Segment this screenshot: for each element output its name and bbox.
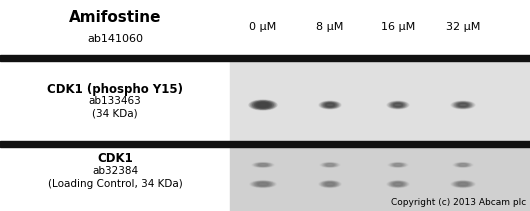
Text: ab141060: ab141060 bbox=[87, 34, 143, 43]
Ellipse shape bbox=[256, 182, 270, 186]
Ellipse shape bbox=[392, 103, 404, 107]
Ellipse shape bbox=[389, 163, 407, 167]
Ellipse shape bbox=[390, 181, 407, 187]
Ellipse shape bbox=[324, 182, 335, 186]
Text: (Loading Control, 34 KDa): (Loading Control, 34 KDa) bbox=[48, 179, 182, 189]
Ellipse shape bbox=[326, 164, 334, 166]
Ellipse shape bbox=[391, 182, 405, 186]
Ellipse shape bbox=[453, 181, 474, 187]
Ellipse shape bbox=[388, 181, 408, 187]
Ellipse shape bbox=[458, 183, 468, 185]
Ellipse shape bbox=[252, 181, 275, 187]
Ellipse shape bbox=[454, 181, 472, 187]
Ellipse shape bbox=[325, 164, 335, 166]
Text: 0 μM: 0 μM bbox=[250, 23, 277, 32]
Ellipse shape bbox=[322, 163, 338, 167]
Bar bbox=[230, 147, 530, 211]
Ellipse shape bbox=[451, 181, 475, 188]
Bar bbox=[0, 141, 530, 147]
Ellipse shape bbox=[320, 101, 340, 108]
Ellipse shape bbox=[322, 102, 338, 108]
Ellipse shape bbox=[457, 163, 470, 166]
Bar bbox=[0, 55, 530, 61]
Ellipse shape bbox=[454, 102, 472, 108]
Ellipse shape bbox=[453, 101, 474, 108]
Ellipse shape bbox=[455, 182, 471, 186]
Text: CDK1 (phospho Y15): CDK1 (phospho Y15) bbox=[47, 83, 183, 96]
Ellipse shape bbox=[457, 182, 469, 186]
Bar bbox=[230, 61, 530, 141]
Text: ab133463: ab133463 bbox=[89, 96, 142, 106]
Ellipse shape bbox=[390, 102, 407, 108]
Ellipse shape bbox=[387, 101, 409, 109]
Ellipse shape bbox=[391, 102, 405, 108]
Ellipse shape bbox=[387, 181, 409, 188]
Ellipse shape bbox=[388, 101, 408, 108]
Ellipse shape bbox=[319, 101, 341, 109]
Text: Copyright (c) 2013 Abcam plc: Copyright (c) 2013 Abcam plc bbox=[391, 198, 526, 207]
Ellipse shape bbox=[257, 164, 269, 166]
Ellipse shape bbox=[255, 182, 271, 186]
Text: ab32384: ab32384 bbox=[92, 166, 138, 176]
Text: 32 μM: 32 μM bbox=[446, 23, 480, 32]
Ellipse shape bbox=[458, 164, 468, 166]
Ellipse shape bbox=[323, 102, 337, 108]
Ellipse shape bbox=[322, 181, 338, 187]
Ellipse shape bbox=[391, 163, 405, 167]
Ellipse shape bbox=[457, 103, 469, 107]
Ellipse shape bbox=[451, 101, 475, 109]
Ellipse shape bbox=[324, 163, 337, 166]
Ellipse shape bbox=[319, 181, 341, 188]
Text: CDK1: CDK1 bbox=[97, 153, 133, 165]
Ellipse shape bbox=[258, 183, 268, 185]
Ellipse shape bbox=[254, 102, 272, 108]
Ellipse shape bbox=[253, 163, 272, 167]
Ellipse shape bbox=[254, 163, 271, 167]
Ellipse shape bbox=[455, 163, 471, 167]
Ellipse shape bbox=[252, 101, 273, 109]
Ellipse shape bbox=[392, 182, 404, 186]
Ellipse shape bbox=[258, 103, 269, 107]
Text: Amifostine: Amifostine bbox=[69, 10, 161, 25]
Ellipse shape bbox=[458, 103, 468, 107]
Text: 8 μM: 8 μM bbox=[316, 23, 343, 32]
Ellipse shape bbox=[325, 183, 334, 185]
Ellipse shape bbox=[455, 102, 471, 108]
Ellipse shape bbox=[255, 102, 270, 108]
Ellipse shape bbox=[394, 183, 402, 185]
Ellipse shape bbox=[454, 163, 472, 167]
Ellipse shape bbox=[253, 181, 273, 187]
Ellipse shape bbox=[394, 164, 402, 166]
Ellipse shape bbox=[394, 103, 402, 107]
Ellipse shape bbox=[259, 164, 268, 166]
Ellipse shape bbox=[323, 182, 337, 186]
Ellipse shape bbox=[320, 181, 340, 187]
Text: 16 μM: 16 μM bbox=[381, 23, 415, 32]
Ellipse shape bbox=[256, 163, 270, 166]
Ellipse shape bbox=[250, 181, 276, 188]
Ellipse shape bbox=[252, 162, 274, 167]
Text: (34 KDa): (34 KDa) bbox=[92, 108, 138, 118]
Ellipse shape bbox=[325, 103, 334, 107]
Ellipse shape bbox=[324, 103, 335, 107]
Ellipse shape bbox=[392, 163, 404, 166]
Ellipse shape bbox=[459, 164, 467, 166]
Ellipse shape bbox=[249, 100, 277, 110]
Ellipse shape bbox=[251, 101, 275, 109]
Ellipse shape bbox=[393, 164, 403, 166]
Ellipse shape bbox=[321, 163, 339, 167]
